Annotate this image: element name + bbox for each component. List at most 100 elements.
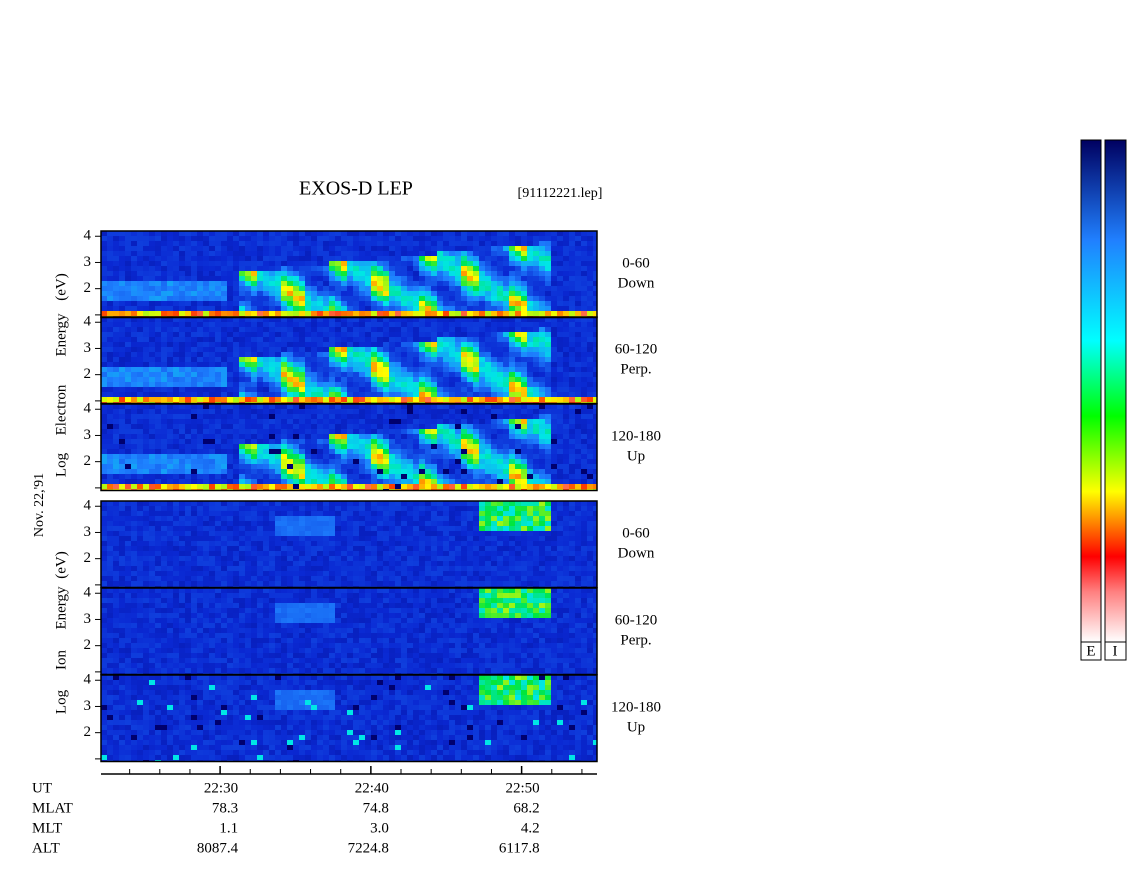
spectrogram-cell <box>137 516 143 521</box>
spectrogram-cell <box>275 246 281 251</box>
spectrogram-cell <box>443 409 449 414</box>
spectrogram-cell <box>389 266 395 271</box>
spectrogram-cell <box>173 256 179 261</box>
spectrogram-cell <box>185 414 191 419</box>
spectrogram-cell <box>119 352 125 357</box>
spectrogram-cell <box>539 246 545 251</box>
spectrogram-cell <box>221 301 227 306</box>
spectrogram-cell <box>539 372 545 377</box>
spectrogram-cell <box>335 241 341 246</box>
spectrogram-cell <box>443 266 449 271</box>
spectrogram-cell <box>425 286 431 291</box>
spectrogram-cell <box>581 419 587 424</box>
spectrogram-cell <box>239 367 245 372</box>
spectrogram-cell <box>245 404 251 409</box>
spectrogram-cell <box>287 311 293 316</box>
spectrogram-cell <box>215 429 221 434</box>
spectrogram-cell <box>155 372 161 377</box>
spectrogram-cell <box>395 454 401 459</box>
spectrogram-cell <box>167 271 173 276</box>
spectrogram-cell <box>203 266 209 271</box>
spectrogram-cell <box>425 382 431 387</box>
spectrogram-cell <box>197 322 203 327</box>
spectrogram-cell <box>551 266 557 271</box>
spectrogram-cell <box>191 327 197 332</box>
spectrogram-cell <box>425 414 431 419</box>
spectrogram-cell <box>551 424 557 429</box>
spectrogram-cell <box>437 352 443 357</box>
spectrogram-cell <box>521 444 527 449</box>
spectrogram-cell <box>263 352 269 357</box>
spectrogram-cell <box>197 337 203 342</box>
spectrogram-cell <box>497 474 503 479</box>
spectrogram-cell <box>251 444 257 449</box>
spectrogram-cell <box>293 484 299 489</box>
spectrogram-cell <box>245 276 251 281</box>
spectrogram-cell <box>383 372 389 377</box>
spectrogram-cell <box>473 337 479 342</box>
spectrogram-cell <box>155 251 161 256</box>
spectrogram-cell <box>185 536 191 541</box>
spectrogram-cell <box>557 266 563 271</box>
spectrogram-cell <box>251 571 257 576</box>
spectrogram-cell <box>557 397 563 402</box>
spectrogram-cell <box>215 484 221 489</box>
spectrogram-cell <box>461 266 467 271</box>
spectrogram-cell <box>215 581 221 586</box>
spectrogram-cell <box>467 296 473 301</box>
spectrogram-cell <box>251 286 257 291</box>
spectrogram-cell <box>263 429 269 434</box>
spectrogram-cell <box>533 306 539 311</box>
spectrogram-cell <box>497 322 503 327</box>
spectrogram-cell <box>353 332 359 337</box>
spectrogram-cell <box>527 261 533 266</box>
spectrogram-cell <box>593 424 597 429</box>
spectrogram-cell <box>251 464 257 469</box>
spectrogram-cell <box>491 377 497 382</box>
spectrogram-cell <box>185 561 191 566</box>
spectrogram-cell <box>149 236 155 241</box>
spectrogram-cell <box>467 271 473 276</box>
spectrogram-cell <box>581 261 587 266</box>
spectrogram-cell <box>407 382 413 387</box>
spectrogram-cell <box>227 424 233 429</box>
spectrogram-cell <box>257 424 263 429</box>
spectrogram-cell <box>173 531 179 536</box>
spectrogram-cell <box>287 479 293 484</box>
spectrogram-cell <box>587 444 593 449</box>
spectrogram-cell <box>233 286 239 291</box>
spectrogram-cell <box>425 256 431 261</box>
spectrogram-cell <box>113 281 119 286</box>
spectrogram-cell <box>257 501 263 506</box>
spectrogram-cell <box>275 362 281 367</box>
spectrogram-cell <box>269 332 275 337</box>
spectrogram-cell <box>203 397 209 402</box>
spectrogram-cell <box>485 332 491 337</box>
spectrogram-cell <box>203 236 209 241</box>
spectrogram-cell <box>473 286 479 291</box>
spectrogram-cell <box>419 301 425 306</box>
spectrogram-cell <box>185 291 191 296</box>
spectrogram-cell <box>161 322 167 327</box>
spectrogram-cell <box>347 367 353 372</box>
spectrogram-cell <box>509 362 515 367</box>
spectrogram-cell <box>119 434 125 439</box>
spectrogram-cell <box>245 581 251 586</box>
spectrogram-cell <box>515 231 521 236</box>
spectrogram-cell <box>221 566 227 571</box>
spectrogram-cell <box>275 439 281 444</box>
spectrogram-cell <box>209 286 215 291</box>
spectrogram-cell <box>539 439 545 444</box>
spectrogram-cell <box>341 337 347 342</box>
spectrogram-cell <box>419 372 425 377</box>
spectrogram-cell <box>497 434 503 439</box>
spectrogram-cell <box>257 531 263 536</box>
spectrogram-cell <box>569 409 575 414</box>
spectrogram-cell <box>365 327 371 332</box>
spectrogram-cell <box>509 409 515 414</box>
spectrogram-cell <box>371 241 377 246</box>
spectrogram-cell <box>545 296 551 301</box>
spectrogram-cell <box>401 444 407 449</box>
spectrogram-cell <box>299 444 305 449</box>
spectrogram-cell <box>251 342 257 347</box>
